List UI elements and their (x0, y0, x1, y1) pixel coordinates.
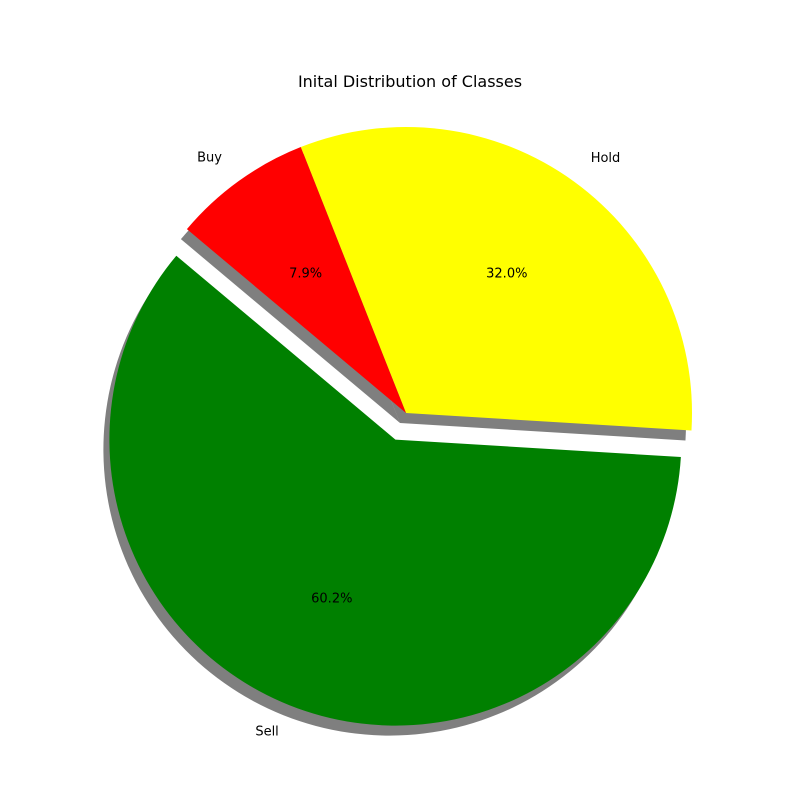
slice-percent-hold: 32.0% (486, 267, 527, 282)
slice-label-sell: Sell (255, 724, 278, 739)
slice-percent-buy: 7.9% (289, 266, 322, 281)
pie-slices (109, 126, 693, 726)
slice-labels: Sell 60.2% Hold 32.0% Buy 7.9% (197, 150, 620, 739)
slice-label-buy: Buy (197, 150, 222, 165)
pie-slice-buy (186, 147, 406, 413)
chart-title: Inital Distribution of Classes (298, 72, 522, 91)
pie-slice-hold (300, 126, 693, 431)
pie-slice-sell (109, 255, 681, 726)
slice-percent-sell: 60.2% (311, 591, 352, 606)
slice-label-hold: Hold (591, 151, 621, 166)
